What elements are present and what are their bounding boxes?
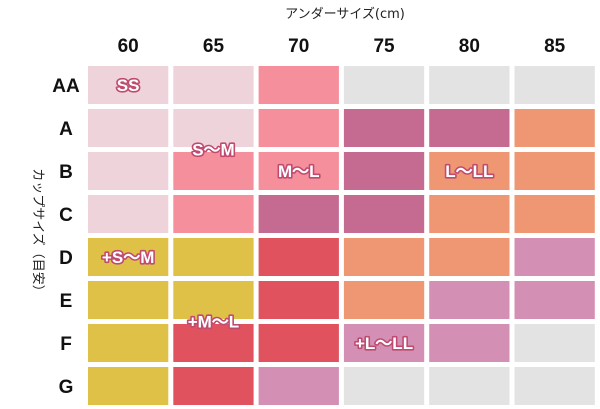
cell-C-85 bbox=[514, 195, 595, 233]
cell-E-80 bbox=[429, 281, 510, 319]
cell-C-60 bbox=[88, 195, 169, 233]
cell-AA-80 bbox=[429, 66, 510, 104]
size-label: M～L bbox=[278, 162, 320, 181]
y-tick-E: E bbox=[60, 291, 73, 312]
cell-F-60 bbox=[88, 324, 169, 362]
y-tick-AA: AA bbox=[52, 76, 80, 97]
cell-A-80 bbox=[429, 109, 510, 147]
x-axis-title: アンダーサイズ(cm) bbox=[285, 6, 405, 22]
cell-D-70 bbox=[258, 238, 339, 276]
y-tick-D: D bbox=[59, 248, 73, 269]
size-label: SS bbox=[117, 76, 140, 95]
x-tick-labels: 60 65 70 75 80 85 bbox=[118, 36, 566, 57]
cell-G-85 bbox=[514, 367, 595, 405]
cell-D-80 bbox=[429, 238, 510, 276]
cell-G-65 bbox=[173, 367, 254, 405]
cell-A-70 bbox=[258, 109, 339, 147]
size-labels: SS S～M M～L L～LL +S～M +M～L +L～LL bbox=[100, 74, 495, 354]
size-label: +S～M bbox=[102, 248, 154, 267]
cell-C-65 bbox=[173, 195, 254, 233]
cell-AA-70 bbox=[258, 66, 339, 104]
size-label: +M～L bbox=[188, 313, 239, 332]
y-tick-A: A bbox=[59, 119, 73, 140]
cell-G-80 bbox=[429, 367, 510, 405]
cell-E-60 bbox=[88, 281, 169, 319]
cell-AA-85 bbox=[514, 66, 595, 104]
cell-A-75 bbox=[343, 109, 425, 147]
cell-grid bbox=[88, 66, 595, 405]
y-axis-title: カップサイズ（目安） bbox=[30, 168, 46, 298]
cell-F-80 bbox=[429, 324, 510, 362]
cell-C-70 bbox=[258, 195, 339, 233]
cell-AA-75 bbox=[343, 66, 425, 104]
cell-B-65 bbox=[173, 152, 254, 190]
cell-AA-60 bbox=[88, 66, 169, 104]
x-tick-75: 75 bbox=[373, 36, 395, 57]
size-label: +L～LL bbox=[355, 334, 413, 353]
cell-F-65 bbox=[173, 324, 254, 362]
cell-B-85 bbox=[514, 152, 595, 190]
cell-D-85 bbox=[514, 238, 595, 276]
cell-E-75 bbox=[343, 281, 425, 319]
cell-F-70 bbox=[258, 324, 339, 362]
x-tick-65: 65 bbox=[203, 36, 225, 57]
cell-A-85 bbox=[514, 109, 595, 147]
cell-D-75 bbox=[343, 238, 425, 276]
cell-G-75 bbox=[343, 367, 425, 405]
cell-E-65 bbox=[173, 281, 254, 319]
y-tick-B: B bbox=[59, 162, 73, 183]
cell-G-70 bbox=[258, 367, 339, 405]
cell-C-80 bbox=[429, 195, 510, 233]
y-tick-F: F bbox=[60, 334, 72, 355]
x-tick-80: 80 bbox=[459, 36, 480, 57]
cell-B-80 bbox=[429, 152, 510, 190]
cell-C-75 bbox=[343, 195, 425, 233]
cell-E-70 bbox=[258, 281, 339, 319]
cell-F-75 bbox=[343, 324, 425, 362]
cell-AA-65 bbox=[173, 66, 254, 104]
cell-F-85 bbox=[514, 324, 595, 362]
y-tick-G: G bbox=[59, 377, 74, 398]
x-tick-70: 70 bbox=[288, 36, 309, 57]
cell-B-75 bbox=[343, 152, 425, 190]
cell-B-70 bbox=[258, 152, 339, 190]
cell-A-60 bbox=[88, 109, 169, 147]
x-tick-85: 85 bbox=[544, 36, 566, 57]
size-label: L～LL bbox=[445, 162, 493, 181]
x-tick-60: 60 bbox=[118, 36, 139, 57]
cell-A-65 bbox=[173, 109, 254, 147]
y-tick-C: C bbox=[59, 205, 73, 226]
cell-G-60 bbox=[88, 367, 169, 405]
cell-D-60 bbox=[88, 238, 169, 276]
cell-D-65 bbox=[173, 238, 254, 276]
cell-B-60 bbox=[88, 152, 169, 190]
cell-E-85 bbox=[514, 281, 595, 319]
size-label: S～M bbox=[192, 141, 235, 160]
